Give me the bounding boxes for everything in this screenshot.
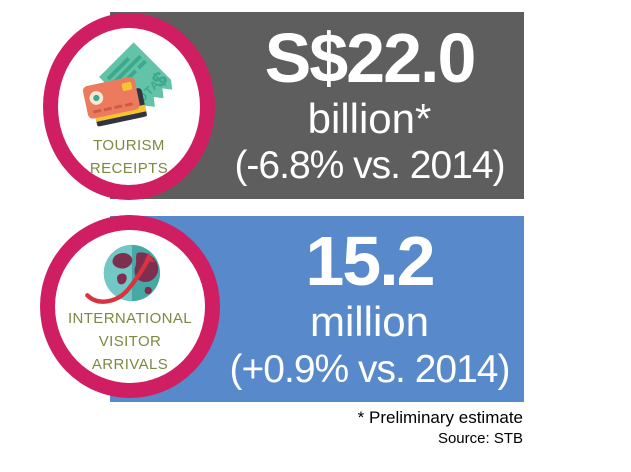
visitor-arrivals-change: (+0.9% vs. 2014) bbox=[229, 347, 511, 391]
label-line: VISITOR bbox=[98, 333, 162, 350]
visitor-arrivals-stat: 15.2 million (+0.9% vs. 2014) bbox=[215, 216, 524, 402]
globe-plane-icon bbox=[80, 241, 180, 305]
visitor-arrivals-unit: million bbox=[309, 298, 430, 346]
label-line: TOURISM bbox=[93, 137, 165, 154]
visitor-arrivals-value: 15.2 bbox=[305, 222, 435, 301]
tourism-receipts-unit: billion* bbox=[307, 94, 432, 142]
footnote-preliminary: * Preliminary estimate bbox=[357, 408, 523, 427]
label-line: RECEIPTS bbox=[89, 160, 169, 177]
footnotes: * Preliminary estimate Source: STB bbox=[358, 407, 523, 449]
footnote-source: Source: STB bbox=[437, 430, 523, 447]
tourism-receipts-value: S$22.0 bbox=[264, 18, 477, 97]
tourism-receipts-change: (-6.8% vs. 2014) bbox=[234, 144, 505, 188]
tourism-receipts-label: TOURISM RECEIPTS bbox=[90, 134, 168, 180]
receipts-credit-card-icon: TOTAL $ bbox=[75, 42, 183, 132]
label-line: INTERNATIONAL bbox=[67, 310, 193, 327]
visitor-arrivals-badge: INTERNATIONAL VISITOR ARRIVALS bbox=[40, 215, 220, 398]
tourism-receipts-badge: TOTAL $ TO bbox=[43, 13, 215, 200]
visitor-arrivals-label: INTERNATIONAL VISITOR ARRIVALS bbox=[68, 307, 192, 376]
tourism-receipts-stat: S$22.0 billion* (-6.8% vs. 2014) bbox=[215, 12, 524, 199]
label-line: ARRIVALS bbox=[91, 356, 169, 373]
